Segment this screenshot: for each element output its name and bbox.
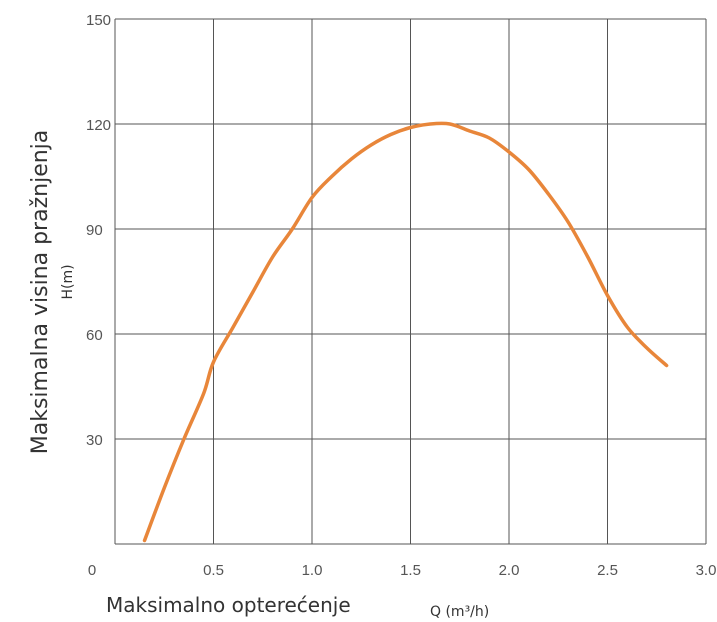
x-tick-label-6: 3.0: [696, 562, 717, 579]
x-tick-label-2: 1.0: [302, 562, 323, 579]
x-axis-label: Maksimalno opterećenje: [106, 593, 351, 617]
y-tick-label-2: 90: [86, 222, 103, 239]
y-axis-title: Maksimalna visina pražnjenja: [28, 130, 53, 455]
y-axis-unit: H(m): [60, 264, 76, 299]
y-tick-label-4: 150: [86, 12, 111, 29]
y-tick-label-0: 30: [86, 432, 103, 449]
x-tick-label-3: 1.5: [400, 562, 421, 579]
x-tick-label-5: 2.5: [597, 562, 618, 579]
tick-labels: 0 0.5 1.0 1.5 2.0 2.5 3.0 30 60 90 120 150: [86, 12, 716, 579]
series-layer: [142, 121, 669, 543]
y-tick-label-1: 60: [86, 327, 103, 344]
x-axis-unit: Q (m³/h): [430, 604, 489, 620]
x-tick-label-0: 0: [88, 562, 96, 579]
x-tick-label-4: 2.0: [499, 562, 520, 579]
series-line-0: [142, 121, 669, 543]
y-axis-label: Maksimalna visina pražnjenja: [28, 130, 53, 455]
y-tick-label-3: 120: [86, 117, 111, 134]
x-tick-label-1: 0.5: [203, 562, 224, 579]
grid: [114, 18, 707, 545]
